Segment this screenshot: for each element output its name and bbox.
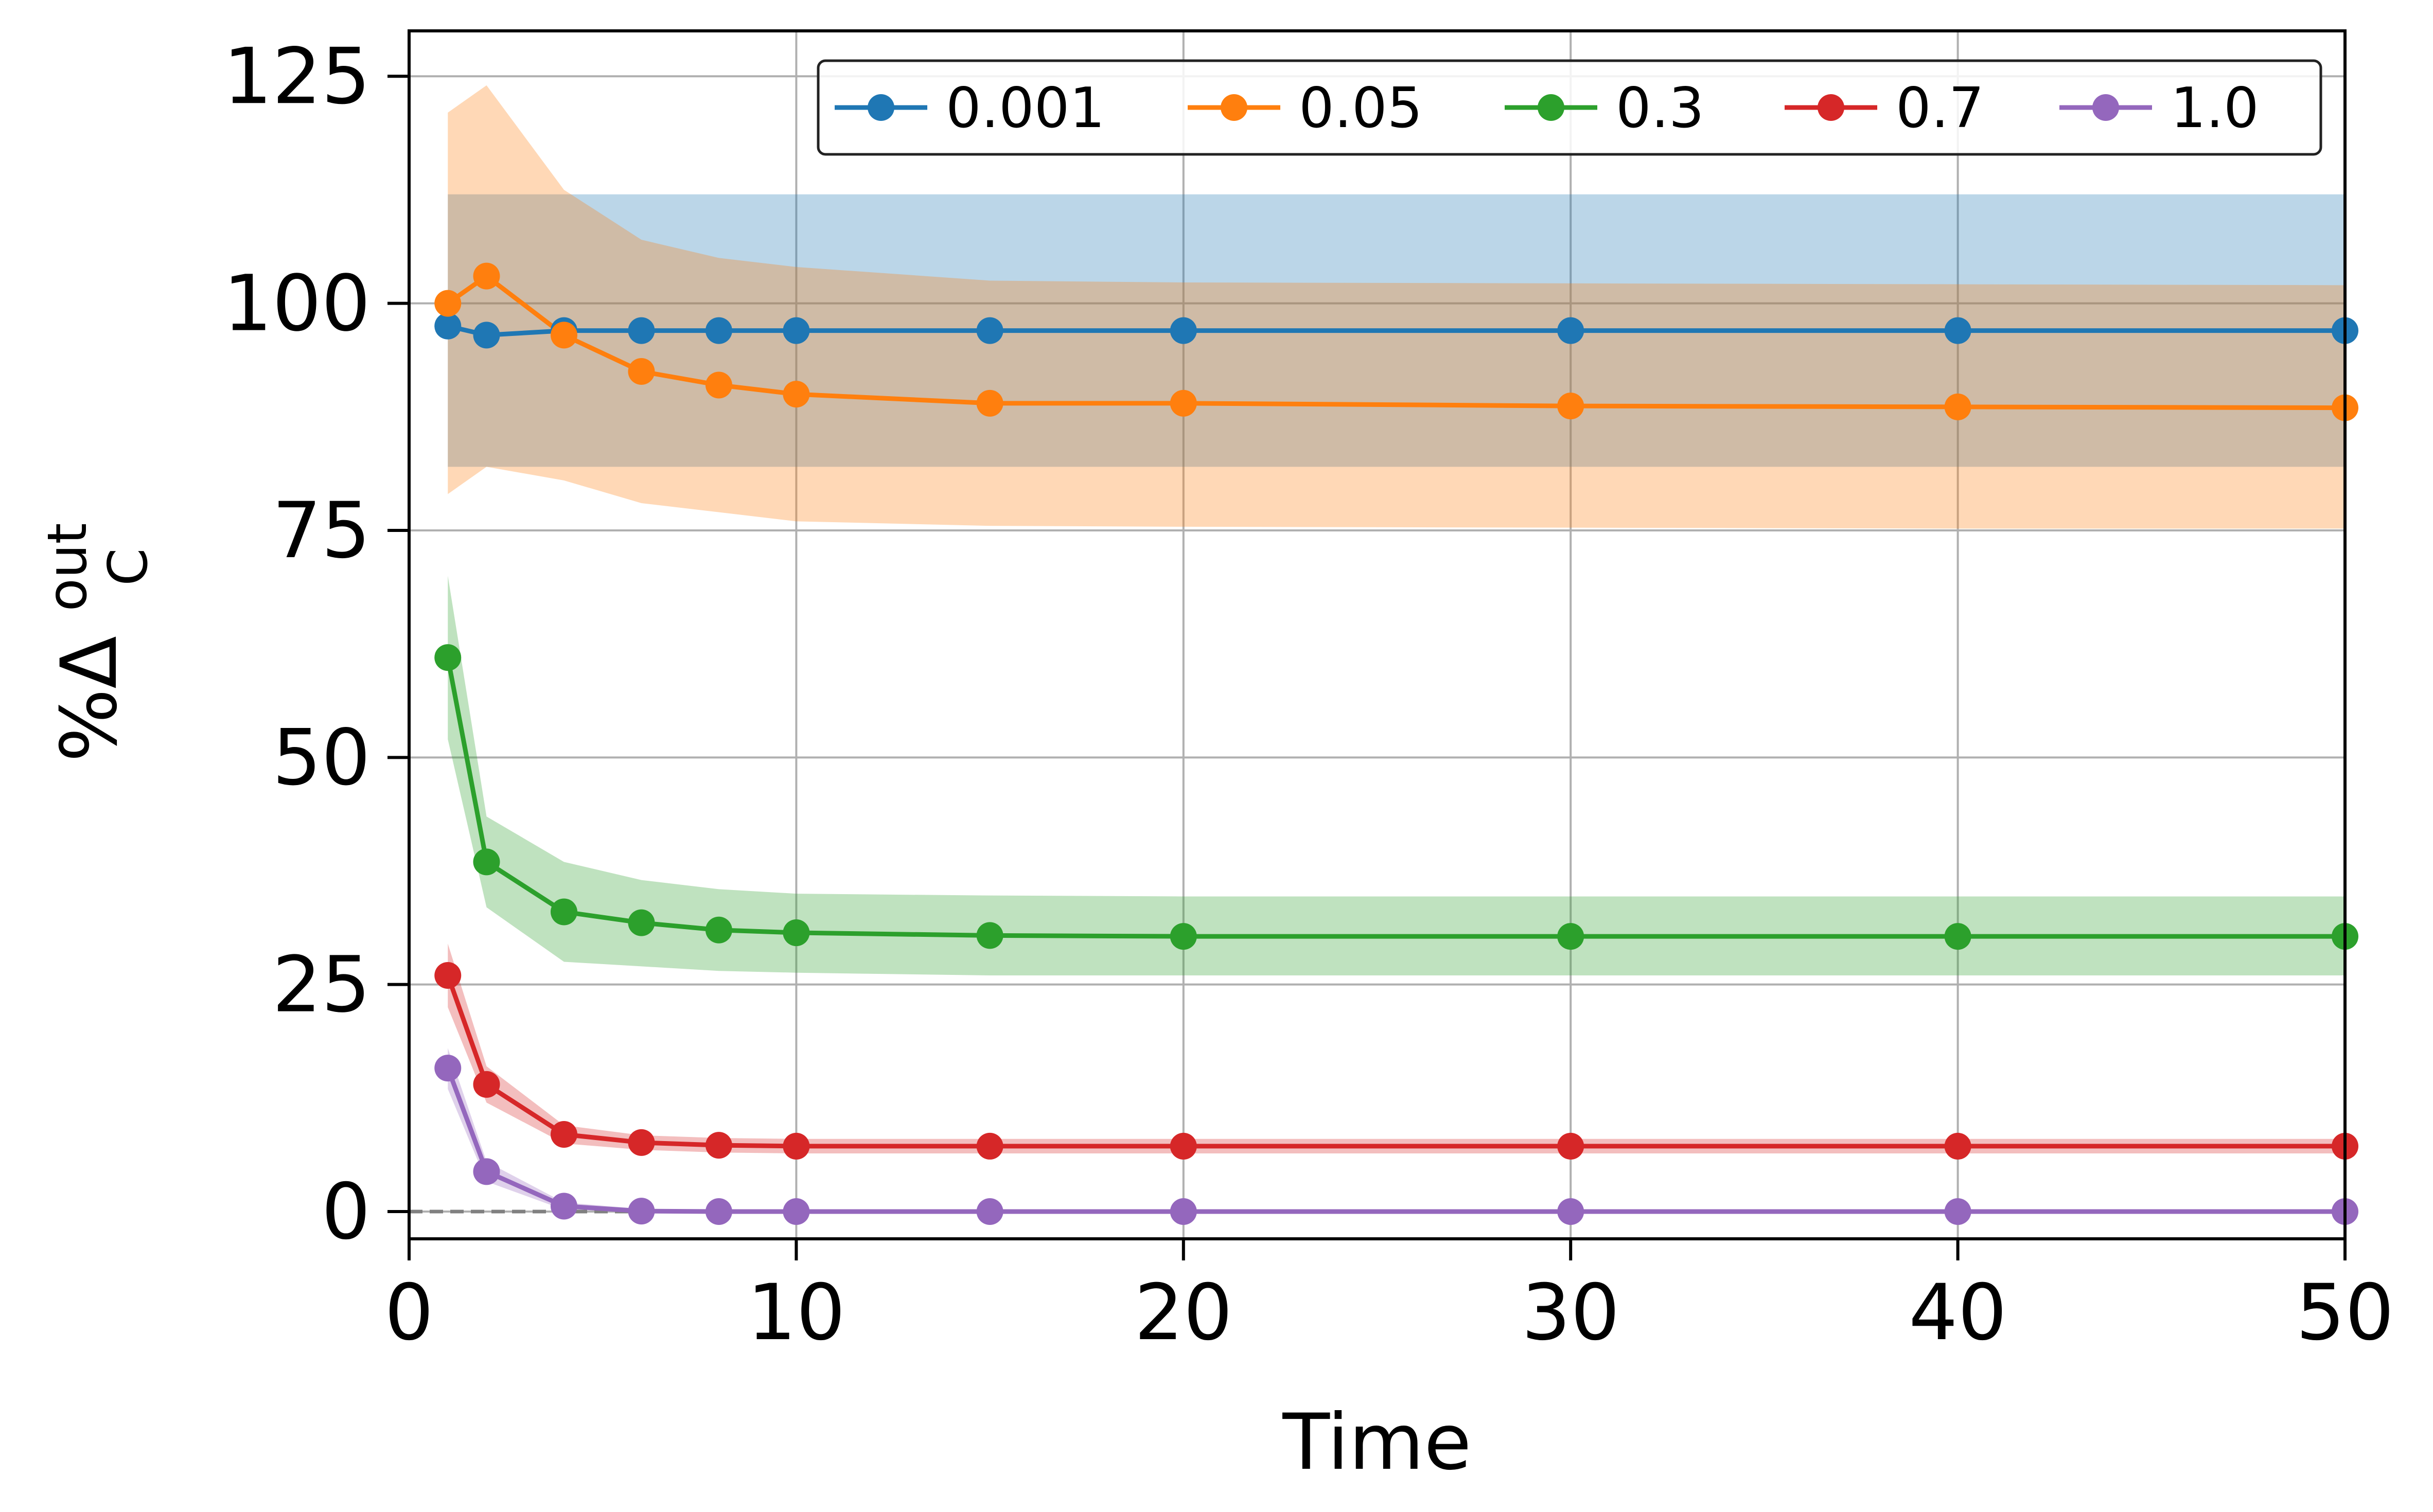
- x-tick-label: 40: [1909, 1268, 2007, 1358]
- data-point: [783, 1132, 810, 1160]
- legend-label: 0.7: [1896, 76, 1984, 140]
- grid-lines: [408, 31, 2346, 1239]
- data-point: [434, 290, 462, 317]
- data-point: [976, 1198, 1003, 1225]
- x-tick-label: 10: [747, 1268, 845, 1358]
- data-point: [1944, 923, 1971, 950]
- x-tick-label: 30: [1522, 1268, 1620, 1358]
- data-point: [1557, 393, 1584, 420]
- data-point: [1944, 393, 1971, 420]
- axis-ticks: 0 10 20 30 40 50 0 25 50 75 100 125: [223, 32, 2394, 1358]
- data-point: [783, 1198, 810, 1225]
- data-point: [434, 312, 462, 340]
- legend-swatch-marker: [1221, 94, 1247, 121]
- data-point: [976, 1132, 1003, 1160]
- data-point: [705, 371, 732, 399]
- plot-frame: [408, 29, 2347, 1240]
- data-point: [705, 916, 732, 944]
- data-point: [705, 1198, 732, 1225]
- x-axis-label: Time: [1282, 1398, 1471, 1487]
- y-axis-label-main: %Δ: [45, 636, 134, 762]
- data-point: [434, 644, 462, 671]
- y-tick-label: 50: [272, 713, 371, 803]
- legend-label: 0.001: [946, 76, 1105, 140]
- data-point: [550, 322, 577, 349]
- data-point: [628, 358, 655, 385]
- data-point: [473, 848, 500, 876]
- data-point: [1944, 1132, 1971, 1160]
- y-tick-label: 75: [272, 486, 371, 576]
- y-tick-label: 100: [223, 259, 371, 349]
- y-axis-label-superscript: out: [36, 523, 99, 611]
- data-point: [1170, 1132, 1197, 1160]
- x-tick-label: 20: [1134, 1268, 1232, 1358]
- data-point: [473, 1071, 500, 1098]
- legend-swatch-marker: [1818, 94, 1844, 121]
- y-tick-label: 125: [223, 32, 371, 121]
- series-markers: [434, 262, 2358, 1225]
- data-point: [1557, 317, 1584, 344]
- legend-swatch-marker: [1538, 94, 1564, 121]
- y-tick-label: 0: [322, 1167, 371, 1257]
- legend: 0.001 0.05 0.3 0.7 1.0: [817, 59, 2322, 156]
- data-point: [1944, 1198, 1971, 1225]
- legend-swatch-marker: [868, 94, 894, 121]
- data-point: [550, 898, 577, 926]
- data-point: [783, 919, 810, 947]
- data-point: [705, 317, 732, 344]
- data-point: [1170, 389, 1197, 417]
- legend-label: 1.0: [2171, 76, 2259, 140]
- data-point: [628, 1129, 655, 1156]
- x-tick-label: 50: [2296, 1268, 2394, 1358]
- data-point: [1557, 1198, 1584, 1225]
- y-axis-label-subscript: C: [97, 548, 160, 585]
- data-point: [628, 909, 655, 936]
- data-point: [976, 389, 1003, 417]
- data-point: [473, 1158, 500, 1185]
- data-point: [628, 1198, 655, 1225]
- data-point: [1557, 1132, 1584, 1160]
- data-point: [976, 922, 1003, 949]
- data-point: [473, 322, 500, 349]
- data-point: [1170, 317, 1197, 344]
- data-point: [783, 317, 810, 344]
- y-axis-label: %Δ out C: [15, 499, 160, 762]
- data-point: [550, 1120, 577, 1148]
- data-point: [628, 317, 655, 344]
- legend-swatch-marker: [2092, 94, 2119, 121]
- data-point: [434, 962, 462, 989]
- data-point: [434, 1055, 462, 1082]
- series-band: [448, 85, 2345, 529]
- data-point: [783, 381, 810, 408]
- data-point: [976, 317, 1003, 344]
- x-tick-label: 0: [384, 1268, 433, 1358]
- data-point: [1944, 317, 1971, 344]
- data-point: [1557, 923, 1584, 950]
- data-point: [1170, 1198, 1197, 1225]
- legend-label: 0.3: [1616, 76, 1704, 140]
- y-tick-label: 25: [272, 940, 371, 1030]
- data-point: [1170, 923, 1197, 950]
- legend-label: 0.05: [1299, 76, 1422, 140]
- data-point: [550, 1193, 577, 1220]
- data-point: [705, 1132, 732, 1159]
- data-point: [473, 262, 500, 290]
